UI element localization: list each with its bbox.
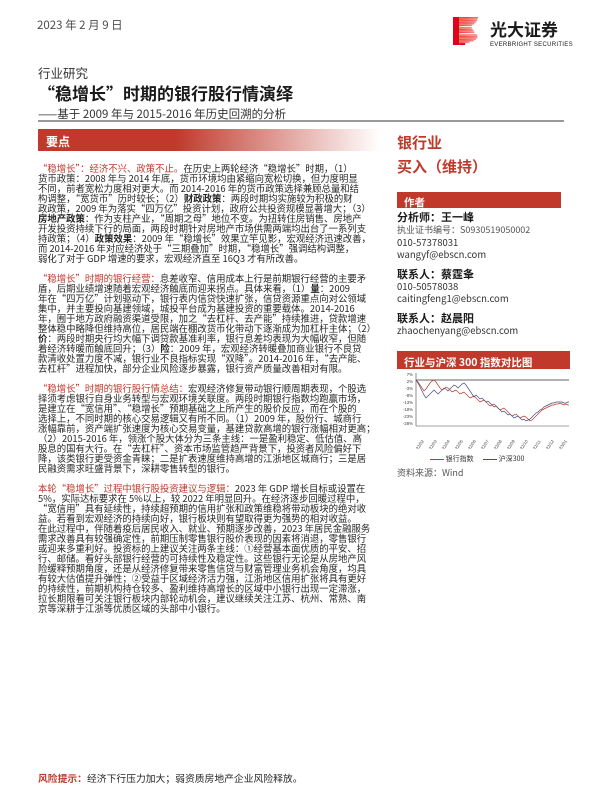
svg-text:光大证券: 光大证券: [490, 16, 558, 41]
svg-text:22/04: 22/04: [441, 438, 452, 449]
svg-text:22/08: 22/08: [493, 438, 504, 449]
svg-text:2%: 2%: [407, 379, 413, 384]
svg-text:-8%: -8%: [405, 393, 413, 398]
svg-text:23/01: 23/01: [558, 438, 569, 449]
svg-text:22/05: 22/05: [454, 438, 465, 449]
svg-text:22/07: 22/07: [480, 438, 491, 449]
svg-text:22/10: 22/10: [519, 438, 530, 449]
svg-text:-28%: -28%: [403, 421, 413, 426]
svg-text:22/12: 22/12: [545, 438, 556, 449]
svg-text:-18%: -18%: [403, 407, 413, 412]
svg-text:-3%: -3%: [405, 386, 413, 391]
svg-text:-23%: -23%: [403, 414, 413, 419]
svg-text:22/09: 22/09: [506, 438, 517, 449]
svg-text:EVERBRIGHT SECURITIES: EVERBRIGHT SECURITIES: [490, 42, 573, 48]
svg-text:22/11: 22/11: [532, 439, 542, 449]
svg-text:22/06: 22/06: [467, 438, 478, 449]
svg-text:22/03: 22/03: [428, 438, 439, 449]
svg-text:22/02: 22/02: [416, 438, 425, 449]
svg-text:7%: 7%: [407, 372, 413, 377]
svg-text:-13%: -13%: [403, 400, 413, 405]
